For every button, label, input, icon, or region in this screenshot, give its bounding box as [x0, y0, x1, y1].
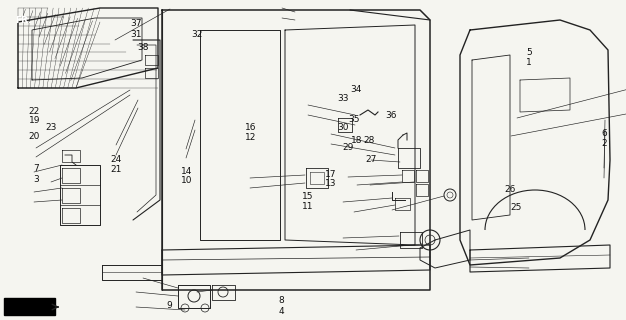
Text: 32: 32	[192, 30, 203, 39]
Text: 3: 3	[33, 175, 39, 184]
Text: 14: 14	[181, 167, 192, 176]
Text: 2: 2	[602, 140, 607, 148]
Text: 27: 27	[365, 156, 376, 164]
Text: 11: 11	[302, 202, 314, 211]
Text: 34: 34	[350, 85, 361, 94]
Text: 28: 28	[364, 136, 375, 145]
Text: 36: 36	[386, 111, 397, 120]
Text: 19: 19	[29, 116, 40, 125]
Text: 15: 15	[302, 192, 314, 201]
Text: 23: 23	[46, 123, 57, 132]
Text: 1: 1	[526, 58, 532, 67]
Text: 5: 5	[526, 48, 532, 57]
Text: 24: 24	[110, 156, 121, 164]
Text: 31: 31	[131, 30, 142, 39]
Text: 7: 7	[33, 164, 39, 173]
Text: 4: 4	[279, 307, 284, 316]
Text: 26: 26	[505, 185, 516, 194]
Text: 10: 10	[181, 176, 192, 185]
Text: 8: 8	[279, 296, 285, 305]
Text: 9: 9	[166, 301, 172, 310]
Text: 33: 33	[337, 94, 349, 103]
Text: 37: 37	[131, 19, 142, 28]
Text: 38: 38	[137, 43, 148, 52]
Text: 18: 18	[351, 136, 362, 145]
Text: 17: 17	[325, 170, 336, 179]
Text: 29: 29	[342, 143, 354, 152]
Text: 30: 30	[337, 123, 349, 132]
Polygon shape	[4, 298, 55, 315]
Text: 16: 16	[245, 124, 256, 132]
Text: 21: 21	[110, 165, 121, 174]
Text: 6: 6	[601, 129, 607, 138]
Text: 22: 22	[29, 107, 40, 116]
Text: 12: 12	[245, 133, 256, 142]
Text: 20: 20	[29, 132, 40, 141]
Text: 35: 35	[348, 116, 359, 124]
Text: 13: 13	[325, 180, 336, 188]
Text: FR.: FR.	[16, 16, 32, 25]
Text: 25: 25	[511, 203, 522, 212]
